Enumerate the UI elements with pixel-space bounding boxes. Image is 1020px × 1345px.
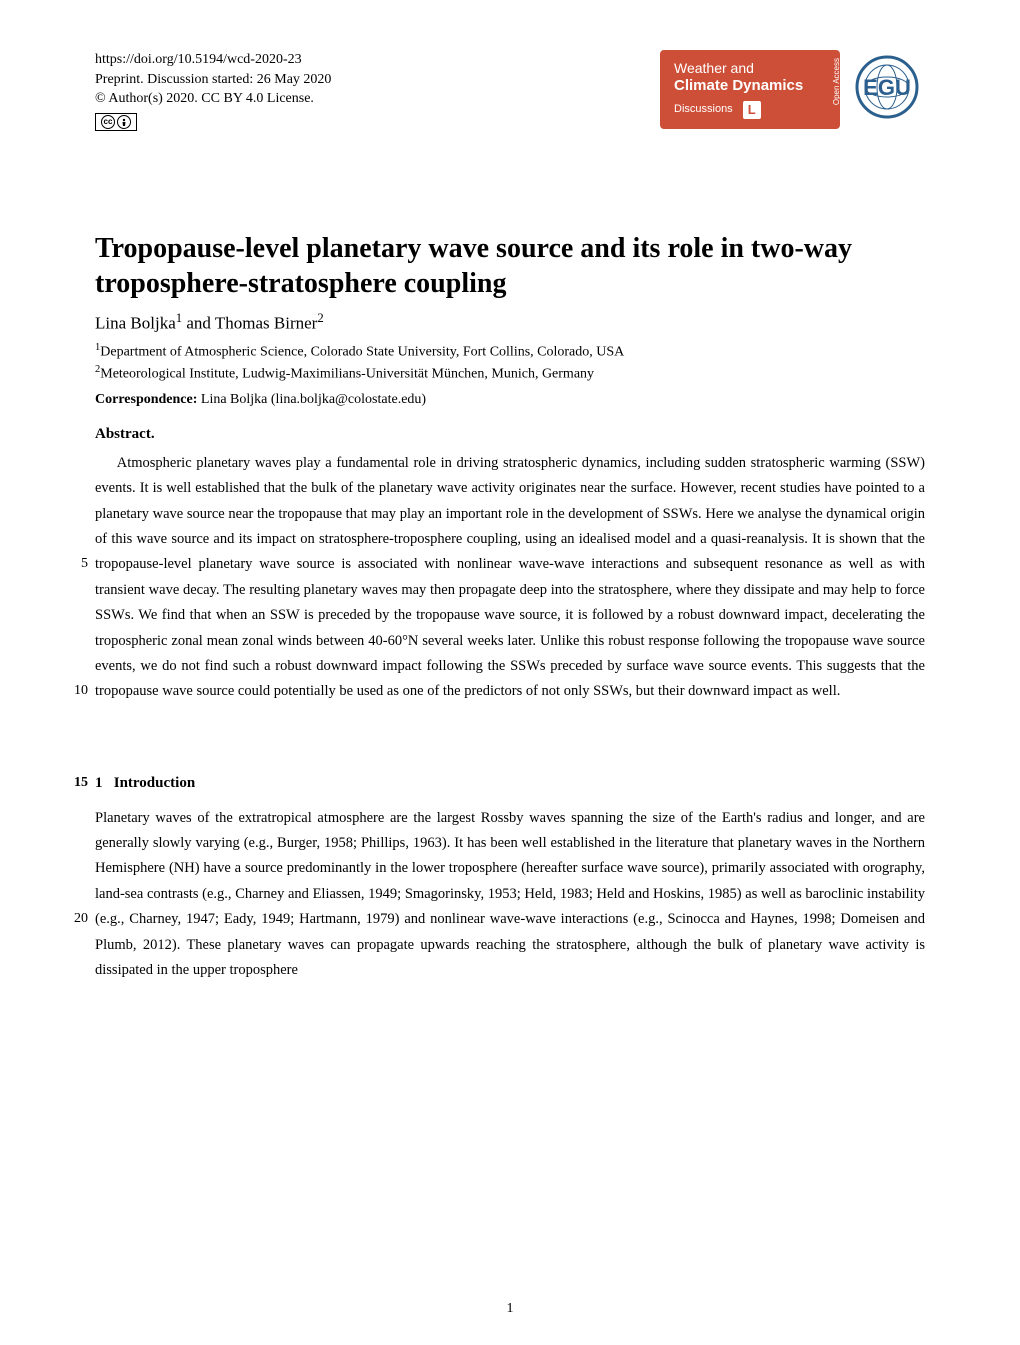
journal-badge: Weather and Climate Dynamics Discussions… <box>660 50 840 129</box>
line-number-5: 5 <box>63 552 88 577</box>
line-number-10: 10 <box>63 679 88 704</box>
line-number-15: 15 <box>63 775 88 791</box>
author-1: Lina Boljka <box>95 313 176 332</box>
cc-license-badge: cc <box>95 113 137 131</box>
intro-text: Planetary waves of the extratropical atm… <box>95 806 925 984</box>
header-right: Weather and Climate Dynamics Discussions… <box>660 50 925 129</box>
abstract-label: Abstract. <box>95 426 925 443</box>
header-left: https://doi.org/10.5194/wcd-2020-23 Prep… <box>95 50 331 131</box>
section-title: Introduction <box>114 775 195 791</box>
aff1-text: Department of Atmospheric Science, Color… <box>100 345 624 360</box>
preprint-line: Preprint. Discussion started: 26 May 202… <box>95 70 331 90</box>
abstract-text: Atmospheric planetary waves play a funda… <box>95 451 925 705</box>
aff2-text: Meteorological Institute, Ludwig-Maximil… <box>100 366 594 381</box>
open-access-label: Open Access <box>832 58 842 105</box>
copyright-line: © Author(s) 2020. CC BY 4.0 License. <box>95 89 331 109</box>
egu-logo: EGU <box>850 50 925 125</box>
header: https://doi.org/10.5194/wcd-2020-23 Prep… <box>95 50 925 131</box>
doi-link[interactable]: https://doi.org/10.5194/wcd-2020-23 <box>95 50 331 70</box>
l-badge: L <box>741 99 763 121</box>
intro-body: 20 Planetary waves of the extratropical … <box>95 806 925 984</box>
egu-text: EGU <box>863 75 911 100</box>
author-2: Thomas Birner <box>215 313 317 332</box>
section-1-heading: 15 1 Introduction <box>95 775 925 792</box>
correspondence-label: Correspondence: <box>95 392 197 407</box>
author-2-sup: 2 <box>317 311 323 325</box>
discussions-label: Discussions <box>674 103 733 116</box>
by-icon <box>117 115 131 129</box>
journal-line2: Climate Dynamics <box>674 77 826 95</box>
affiliation-1: 1Department of Atmospheric Science, Colo… <box>95 341 925 362</box>
correspondence-text: Lina Boljka (lina.boljka@colostate.edu) <box>197 392 426 407</box>
journal-line1: Weather and <box>674 60 826 77</box>
correspondence: Correspondence: Lina Boljka (lina.boljka… <box>95 392 925 408</box>
affiliations: 1Department of Atmospheric Science, Colo… <box>95 341 925 384</box>
section-number: 1 <box>95 775 103 791</box>
authors: Lina Boljka1 and Thomas Birner2 <box>95 311 925 334</box>
cc-icon: cc <box>101 115 115 129</box>
affiliation-2: 2Meteorological Institute, Ludwig-Maximi… <box>95 363 925 384</box>
abstract-body: 5 10 Atmospheric planetary waves play a … <box>95 451 925 705</box>
line-number-20: 20 <box>63 907 88 932</box>
paper-title: Tropopause-level planetary wave source a… <box>95 231 925 301</box>
authors-and: and <box>182 313 215 332</box>
page-number: 1 <box>507 1301 514 1317</box>
